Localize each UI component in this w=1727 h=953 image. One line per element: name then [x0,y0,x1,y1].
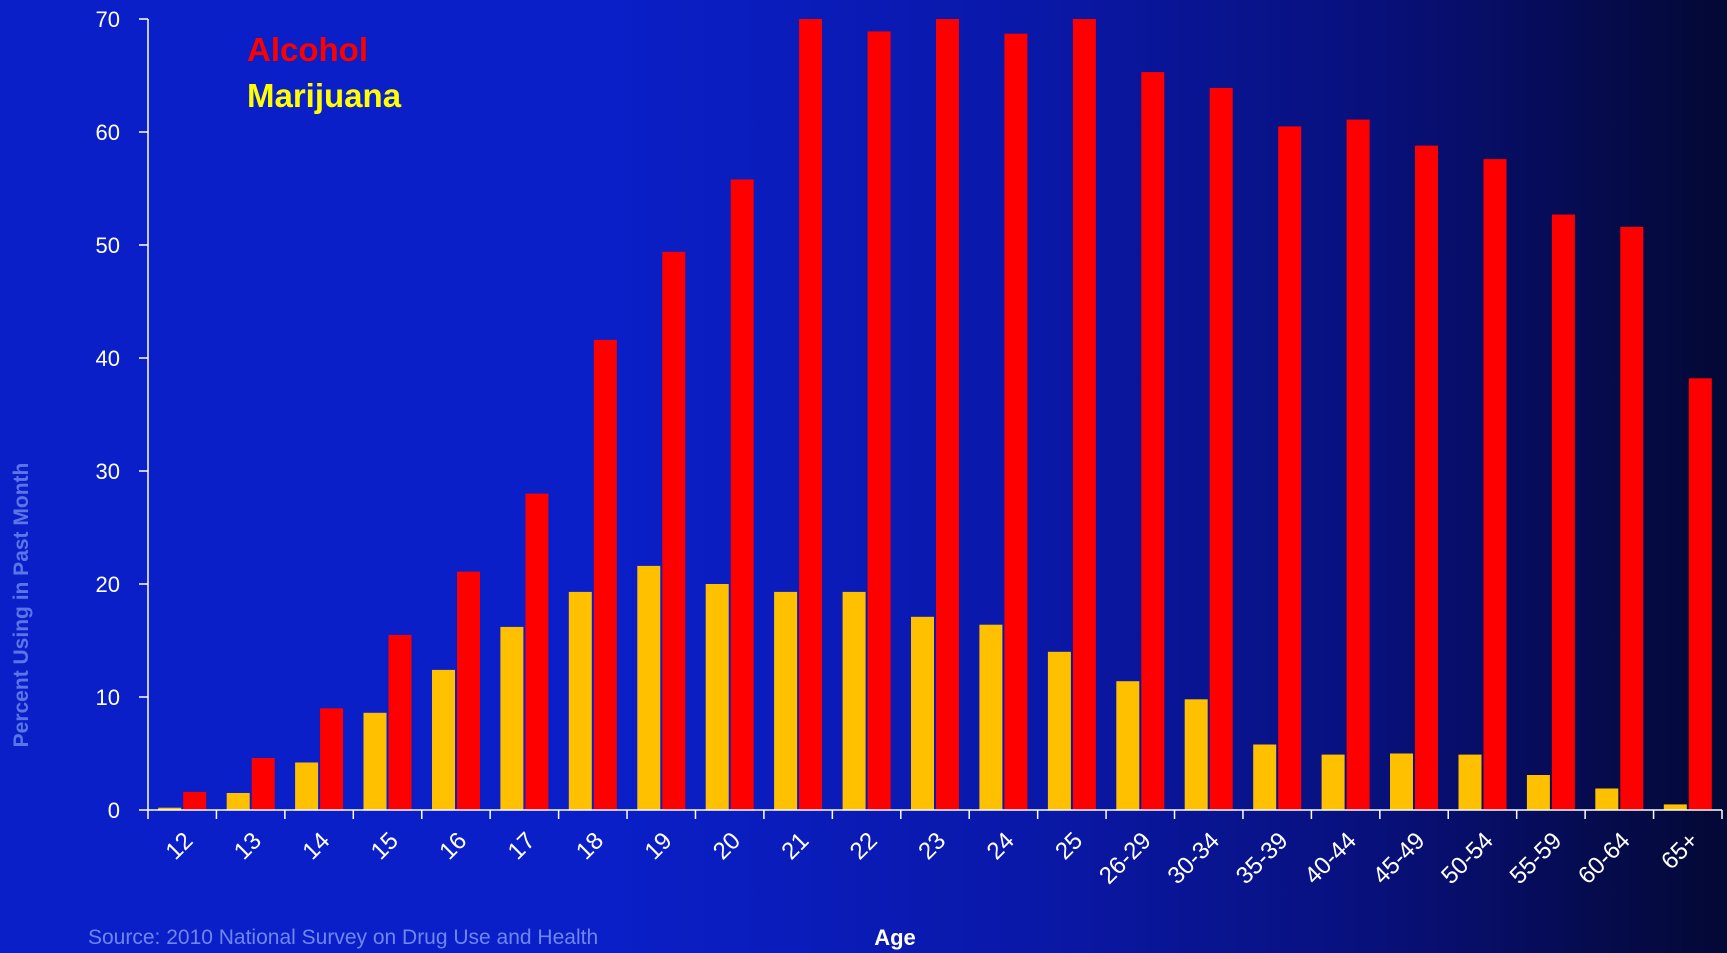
bar-alcohol-25 [1072,19,1096,810]
bar-alcohol-18 [593,339,617,810]
bar-alcohol-30-34 [1209,87,1233,810]
bar-alcohol-12 [183,791,207,810]
x-tick-label: 60-64 [1573,827,1636,890]
y-tick-label: 70 [96,7,120,32]
legend: Alcohol Marijuana [247,31,402,114]
x-tick-label: 12 [160,827,198,865]
bar-marijuana-30-34 [1184,699,1208,810]
bar-marijuana-16 [432,669,455,810]
bar-marijuana-19 [637,565,661,810]
x-tick-label: 15 [366,827,404,865]
x-tick-label: 45-49 [1368,827,1431,890]
x-tick-label: 13 [229,827,267,865]
bar-alcohol-40-44 [1346,119,1370,811]
bar-marijuana-20 [705,584,729,810]
x-tick-label: 26-29 [1094,827,1157,890]
x-tick-label: 17 [503,827,541,865]
x-tick-label: 14 [297,827,335,865]
bar-alcohol-19 [662,251,686,811]
bar-marijuana-17 [500,626,524,810]
bar-marijuana-24 [979,624,1003,810]
bar-alcohol-17 [525,493,549,810]
bar-marijuana-22 [842,591,866,810]
x-tick-label: 30-34 [1162,827,1225,890]
y-tick-label: 50 [96,233,120,258]
bar-marijuana-40-44 [1321,754,1345,810]
x-tick-label: 25 [1050,827,1088,865]
bar-alcohol-16 [457,571,480,810]
bar-marijuana-50-54 [1458,754,1482,810]
bar-marijuana-65+ [1663,804,1687,810]
bar-alcohol-65+ [1688,378,1712,810]
bar-marijuana-35-39 [1253,744,1277,810]
bar-alcohol-50-54 [1483,159,1507,811]
x-tick-label: 23 [913,827,951,865]
y-tick-label: 30 [96,459,120,484]
bar-alcohol-23 [936,19,959,810]
x-axis-label: Age [874,925,916,950]
x-tick-label: 50-54 [1436,827,1499,890]
bar-marijuana-26-29 [1116,681,1140,810]
legend-label-marijuana: Marijuana [247,77,402,114]
bar-marijuana-15 [363,712,387,810]
bar-marijuana-13 [226,793,250,810]
x-tick-label: 65+ [1656,827,1704,875]
y-axis-label: Percent Using in Past Month [10,462,33,748]
bar-marijuana-45-49 [1390,753,1413,810]
bar-marijuana-12 [158,807,182,810]
y-tick-label: 20 [96,572,120,597]
x-tick-label: 18 [571,827,609,865]
bar-alcohol-55-59 [1551,214,1575,810]
x-tick-label: 35-39 [1231,827,1294,890]
legend-label-alcohol: Alcohol [247,31,368,68]
x-tick-label: 40-44 [1299,827,1362,890]
bar-marijuana-23 [911,616,934,810]
bar-alcohol-22 [867,31,891,810]
bar-alcohol-60-64 [1620,226,1644,810]
bar-marijuana-60-64 [1595,788,1619,810]
bar-marijuana-14 [295,762,319,810]
x-tick-label: 22 [845,827,883,865]
y-tick-label: 10 [96,685,120,710]
bar-alcohol-14 [320,708,344,810]
bar-alcohol-35-39 [1278,126,1302,810]
bars-group [158,19,1712,811]
y-tick-label: 0 [108,798,120,823]
bar-alcohol-26-29 [1141,72,1165,811]
bar-alcohol-21 [799,19,823,810]
bar-alcohol-15 [388,634,412,810]
bar-marijuana-55-59 [1526,775,1550,810]
y-tick-label: 40 [96,346,120,371]
x-tick-label: 16 [434,827,472,865]
x-tick-label: 20 [708,827,746,865]
bar-alcohol-24 [1004,33,1028,810]
x-tick-label: 24 [982,827,1020,865]
bar-marijuana-21 [774,591,798,810]
x-tick-label: 19 [640,827,678,865]
source-note: Source: 2010 National Survey on Drug Use… [88,926,599,949]
y-tick-label: 60 [96,120,120,145]
bar-alcohol-45-49 [1415,145,1438,811]
bar-marijuana-25 [1047,651,1071,810]
bar-marijuana-18 [568,591,592,810]
bar-alcohol-13 [251,758,275,810]
bar-alcohol-20 [730,179,754,810]
x-tick-label: 21 [776,827,814,865]
x-tick-label: 55-59 [1505,827,1568,890]
